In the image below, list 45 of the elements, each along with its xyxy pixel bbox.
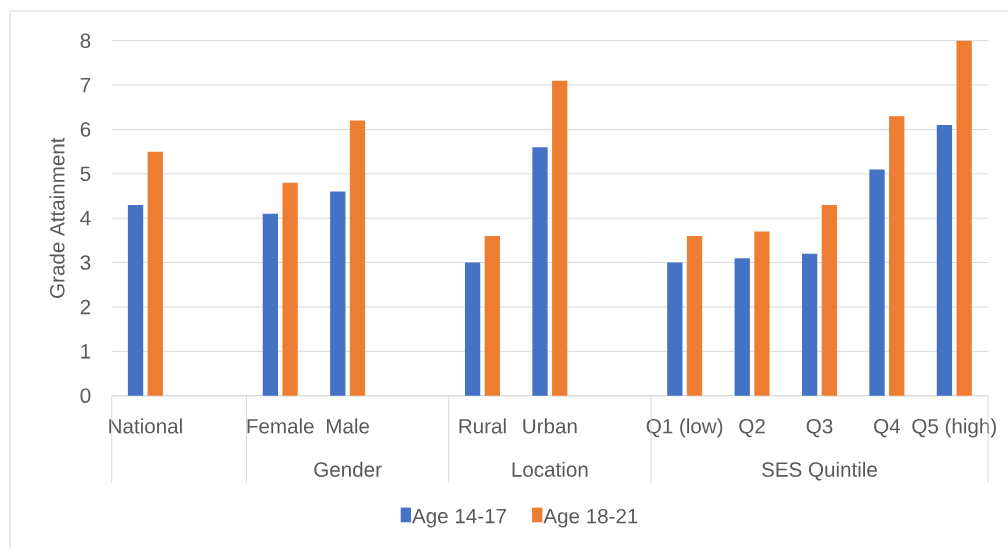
y-tick-label: 2 (80, 299, 91, 315)
x-tick-label: Urban (523, 418, 577, 434)
bar (532, 147, 548, 396)
bar (869, 169, 885, 396)
x-tick-label: Male (327, 418, 370, 434)
x-tick-label: Female (247, 418, 314, 434)
x-tick-label: Q1 (low) (646, 418, 723, 438)
bar (464, 262, 481, 396)
y-tick-label: 8 (80, 33, 91, 48)
bar (484, 235, 500, 396)
bar (889, 116, 905, 396)
bar (147, 151, 163, 396)
text: SES Quintile (762, 461, 877, 481)
bar (686, 235, 703, 396)
bar (821, 204, 837, 396)
bar (127, 204, 144, 396)
text: Location (512, 461, 588, 477)
y-tick-label: 6 (80, 122, 91, 137)
y-tick-label: 5 (80, 166, 91, 182)
x-tick-label: Q2 (739, 418, 765, 438)
bar (262, 213, 279, 396)
bar (754, 231, 770, 396)
legend-label: Age 14-17 (412, 508, 506, 528)
x-tick-label: Q5 (high) (912, 418, 996, 438)
x-tick-label: Rural (459, 418, 506, 434)
text: Gender (314, 461, 382, 477)
bar (349, 120, 366, 396)
y-tick-label: 0 (80, 388, 91, 403)
bar (667, 262, 683, 396)
bar (282, 182, 298, 396)
x-tick-label: Q4 (874, 418, 901, 438)
y-tick-label: 7 (80, 78, 91, 93)
legend-label: Age 18-21 (543, 508, 638, 528)
y-tick-label: 1 (81, 344, 91, 359)
bar (801, 253, 818, 396)
bar (956, 40, 972, 396)
y-axis-title: Grade Attainment (49, 137, 65, 298)
x-tick-label: Q3 (806, 418, 833, 438)
bar (734, 258, 750, 396)
bar (330, 191, 346, 396)
y-tick-label: 4 (80, 211, 91, 226)
bar (936, 125, 953, 396)
x-tick-label: National (109, 418, 182, 434)
y-tick-label: 3 (80, 255, 91, 270)
bar (552, 80, 568, 396)
